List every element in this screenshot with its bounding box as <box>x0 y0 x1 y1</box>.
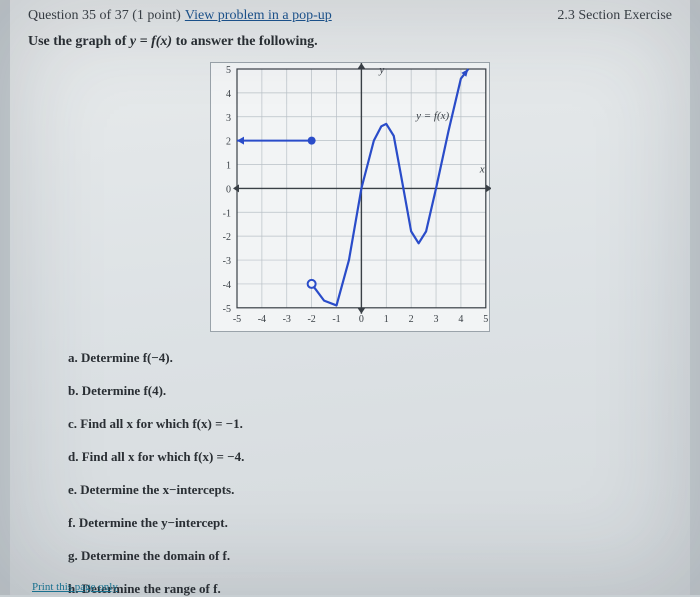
svg-text:y = f(x): y = f(x) <box>415 110 449 122</box>
header-row: Question 35 of 37 (1 point) View problem… <box>28 8 672 24</box>
svg-text:-5: -5 <box>223 304 231 315</box>
question-f: f. Determine the y−intercept. <box>68 515 672 531</box>
graph-svg: -5 -4 -3 -2 -1 0 1 2 3 4 5 -5 -4 -3 -2 -1 0 1 2 3 4 5 y x y = f(… <box>211 63 491 333</box>
question-a: a. Determine f(−4). <box>68 350 672 366</box>
question-e: e. Determine the x−intercepts. <box>68 482 672 498</box>
svg-text:-1: -1 <box>223 208 231 219</box>
print-link[interactable]: Print this page only <box>32 581 118 593</box>
popup-link[interactable]: View problem in a pop-up <box>185 8 332 24</box>
svg-text:4: 4 <box>226 89 231 100</box>
svg-text:-4: -4 <box>223 280 231 291</box>
svg-text:-1: -1 <box>332 314 340 325</box>
section-label: 2.3 Section Exercise <box>557 8 672 24</box>
header-left: Question 35 of 37 (1 point) View problem… <box>28 8 332 24</box>
question-number: Question 35 of 37 (1 point) <box>28 8 181 24</box>
svg-text:x: x <box>479 163 485 175</box>
question-g: g. Determine the domain of f. <box>68 548 672 564</box>
svg-text:5: 5 <box>226 65 231 76</box>
questions-list: a. Determine f(−4). b. Determine f(4). c… <box>28 350 672 597</box>
instruction-prefix: Use the graph of <box>28 34 130 49</box>
svg-text:2: 2 <box>226 137 231 148</box>
svg-text:-4: -4 <box>258 314 266 325</box>
svg-text:1: 1 <box>384 314 389 325</box>
svg-text:-2: -2 <box>307 314 315 325</box>
graph-wrap: -5 -4 -3 -2 -1 0 1 2 3 4 5 -5 -4 -3 -2 -1 0 1 2 3 4 5 y x y = f(… <box>28 62 672 332</box>
svg-text:y: y <box>378 64 384 76</box>
page-container: Question 35 of 37 (1 point) View problem… <box>10 0 690 595</box>
svg-text:4: 4 <box>458 314 463 325</box>
svg-text:3: 3 <box>226 113 231 124</box>
instruction: Use the graph of y = f(x) to answer the … <box>28 34 672 50</box>
question-d: d. Find all x for which f(x) = −4. <box>68 449 672 465</box>
svg-text:-2: -2 <box>223 232 231 243</box>
svg-text:1: 1 <box>226 161 231 172</box>
graph: -5 -4 -3 -2 -1 0 1 2 3 4 5 -5 -4 -3 -2 -1 0 1 2 3 4 5 y x y = f(… <box>210 62 490 332</box>
question-b: b. Determine f(4). <box>68 383 672 399</box>
svg-text:2: 2 <box>409 314 414 325</box>
svg-text:-3: -3 <box>223 256 231 267</box>
question-c: c. Find all x for which f(x) = −1. <box>68 416 672 432</box>
svg-text:0: 0 <box>359 314 364 325</box>
instruction-suffix: to answer the following. <box>172 34 318 49</box>
instruction-equation: y = f(x) <box>130 34 172 49</box>
svg-text:-3: -3 <box>283 314 291 325</box>
svg-text:-5: -5 <box>233 314 241 325</box>
svg-text:3: 3 <box>434 314 439 325</box>
svg-text:5: 5 <box>483 314 488 325</box>
svg-text:0: 0 <box>226 184 231 195</box>
